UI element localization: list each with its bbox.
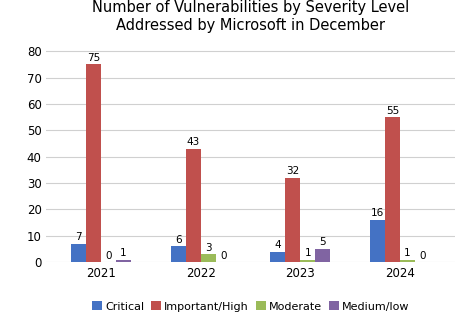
Bar: [71, 244, 86, 262]
Bar: [86, 64, 101, 262]
Bar: [200, 254, 215, 262]
Text: 7: 7: [75, 232, 82, 242]
Bar: [270, 252, 285, 262]
Text: 1: 1: [403, 248, 410, 258]
Text: 1: 1: [304, 248, 311, 258]
Legend: Critical, Important/High, Moderate, Medium/low: Critical, Important/High, Moderate, Medi…: [87, 297, 413, 316]
Text: 0: 0: [105, 251, 112, 261]
Text: 4: 4: [274, 240, 281, 250]
Text: 32: 32: [286, 166, 299, 176]
Title: Number of Vulnerabilities by Severity Level
Addressed by Microsoft in December: Number of Vulnerabilities by Severity Le…: [92, 0, 408, 33]
Text: 3: 3: [205, 243, 211, 253]
Bar: [369, 220, 384, 262]
Text: 5: 5: [319, 238, 325, 247]
Bar: [285, 178, 300, 262]
Bar: [315, 249, 330, 262]
Bar: [399, 260, 414, 262]
Bar: [384, 117, 399, 262]
Bar: [170, 246, 185, 262]
Text: 0: 0: [219, 251, 226, 261]
Bar: [185, 149, 200, 262]
Text: 43: 43: [186, 137, 200, 147]
Bar: [300, 260, 315, 262]
Text: 55: 55: [385, 106, 398, 116]
Text: 16: 16: [370, 209, 383, 218]
Text: 1: 1: [120, 248, 126, 258]
Text: 0: 0: [418, 251, 425, 261]
Bar: [116, 260, 131, 262]
Text: 75: 75: [87, 53, 100, 63]
Text: 6: 6: [175, 235, 181, 245]
